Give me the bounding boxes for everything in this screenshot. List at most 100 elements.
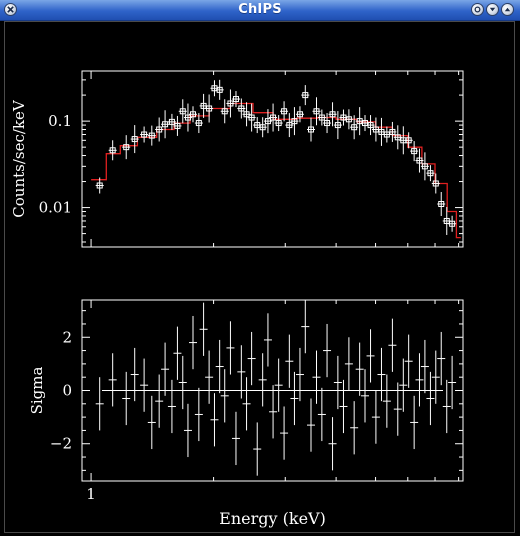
data-point xyxy=(140,126,149,143)
residual-point xyxy=(205,350,214,404)
point-marker xyxy=(174,122,181,129)
residual-point xyxy=(442,379,451,434)
residual-point xyxy=(108,353,117,407)
residual-point xyxy=(366,329,375,383)
residual-point xyxy=(350,401,359,455)
point-marker xyxy=(206,105,213,112)
data-point xyxy=(274,115,283,132)
point-marker xyxy=(351,124,358,131)
residual-point xyxy=(280,406,289,460)
residual-point xyxy=(194,387,203,442)
point-marker xyxy=(264,118,271,125)
data-point xyxy=(410,141,419,162)
maximize-icon[interactable] xyxy=(501,3,514,16)
data-point xyxy=(312,97,321,126)
data-point xyxy=(247,103,256,132)
point-marker xyxy=(432,180,439,187)
data-point xyxy=(194,113,203,134)
point-marker xyxy=(394,134,401,141)
point-marker xyxy=(449,220,456,227)
residual-point xyxy=(323,323,332,378)
point-marker xyxy=(329,111,336,118)
residual-point xyxy=(437,331,446,386)
data-point xyxy=(290,107,299,136)
residual-point xyxy=(258,353,267,407)
point-marker xyxy=(281,108,288,115)
residual-point xyxy=(122,371,131,426)
data-point xyxy=(226,89,235,118)
residual-point xyxy=(317,387,326,442)
residual-point xyxy=(220,369,229,423)
data-point xyxy=(122,135,131,160)
residual-point xyxy=(355,342,364,396)
point-marker xyxy=(361,120,368,127)
residual-point xyxy=(242,377,251,431)
point-marker xyxy=(109,147,116,154)
point-marker xyxy=(372,126,379,133)
title-bar[interactable]: ChIPS xyxy=(0,0,520,21)
residual-point xyxy=(130,347,139,402)
x-axis-label-energy: Energy (keV) xyxy=(219,509,326,528)
data-point xyxy=(280,101,289,122)
point-marker xyxy=(221,108,228,115)
point-marker xyxy=(334,122,341,129)
data-point xyxy=(344,109,353,130)
residual-point xyxy=(95,377,104,431)
y-tick-label: 0 xyxy=(62,382,72,400)
close-icon[interactable] xyxy=(4,3,17,16)
minimize-icon[interactable] xyxy=(486,3,499,16)
residual-point xyxy=(420,339,429,394)
point-marker xyxy=(411,148,418,155)
residual-point xyxy=(371,390,380,444)
point-marker xyxy=(275,120,282,127)
point-marker xyxy=(270,114,277,121)
point-marker xyxy=(383,131,390,138)
data-point xyxy=(448,215,457,232)
data-point xyxy=(183,103,192,132)
point-marker xyxy=(200,102,207,109)
residual-point xyxy=(344,337,353,391)
data-point xyxy=(301,85,310,106)
data-point xyxy=(188,106,197,123)
y-tick-label: 0.01 xyxy=(39,199,72,217)
data-point xyxy=(317,109,326,126)
residual-point xyxy=(215,339,224,394)
residual-point xyxy=(274,358,283,412)
restore-icon[interactable] xyxy=(471,3,484,16)
point-marker xyxy=(302,92,309,99)
data-point xyxy=(167,113,176,130)
data-point xyxy=(393,125,402,150)
residual-point xyxy=(393,382,402,436)
point-marker xyxy=(156,126,163,133)
y-tick-label: 2 xyxy=(62,328,72,346)
point-marker xyxy=(195,120,202,127)
point-marker xyxy=(131,136,138,143)
data-point xyxy=(161,110,170,139)
data-point xyxy=(295,106,304,123)
residual-point xyxy=(140,358,149,412)
data-point xyxy=(420,152,429,181)
data-point xyxy=(205,94,214,123)
point-marker xyxy=(405,137,412,144)
residual-point xyxy=(285,334,294,388)
data-point xyxy=(220,99,229,124)
data-point xyxy=(426,165,435,182)
point-marker xyxy=(296,111,303,118)
point-marker xyxy=(148,132,155,139)
point-marker xyxy=(427,170,434,177)
point-marker xyxy=(313,108,320,115)
point-marker xyxy=(189,111,196,118)
data-point xyxy=(404,132,413,149)
point-marker xyxy=(416,157,423,164)
point-marker xyxy=(232,96,239,103)
data-point xyxy=(95,177,104,194)
residual-point xyxy=(231,411,240,466)
data-point xyxy=(237,98,246,119)
data-point xyxy=(333,111,342,140)
data-point xyxy=(415,148,424,173)
residual-point xyxy=(173,326,182,380)
point-marker xyxy=(291,118,298,125)
residual-point xyxy=(188,315,197,370)
